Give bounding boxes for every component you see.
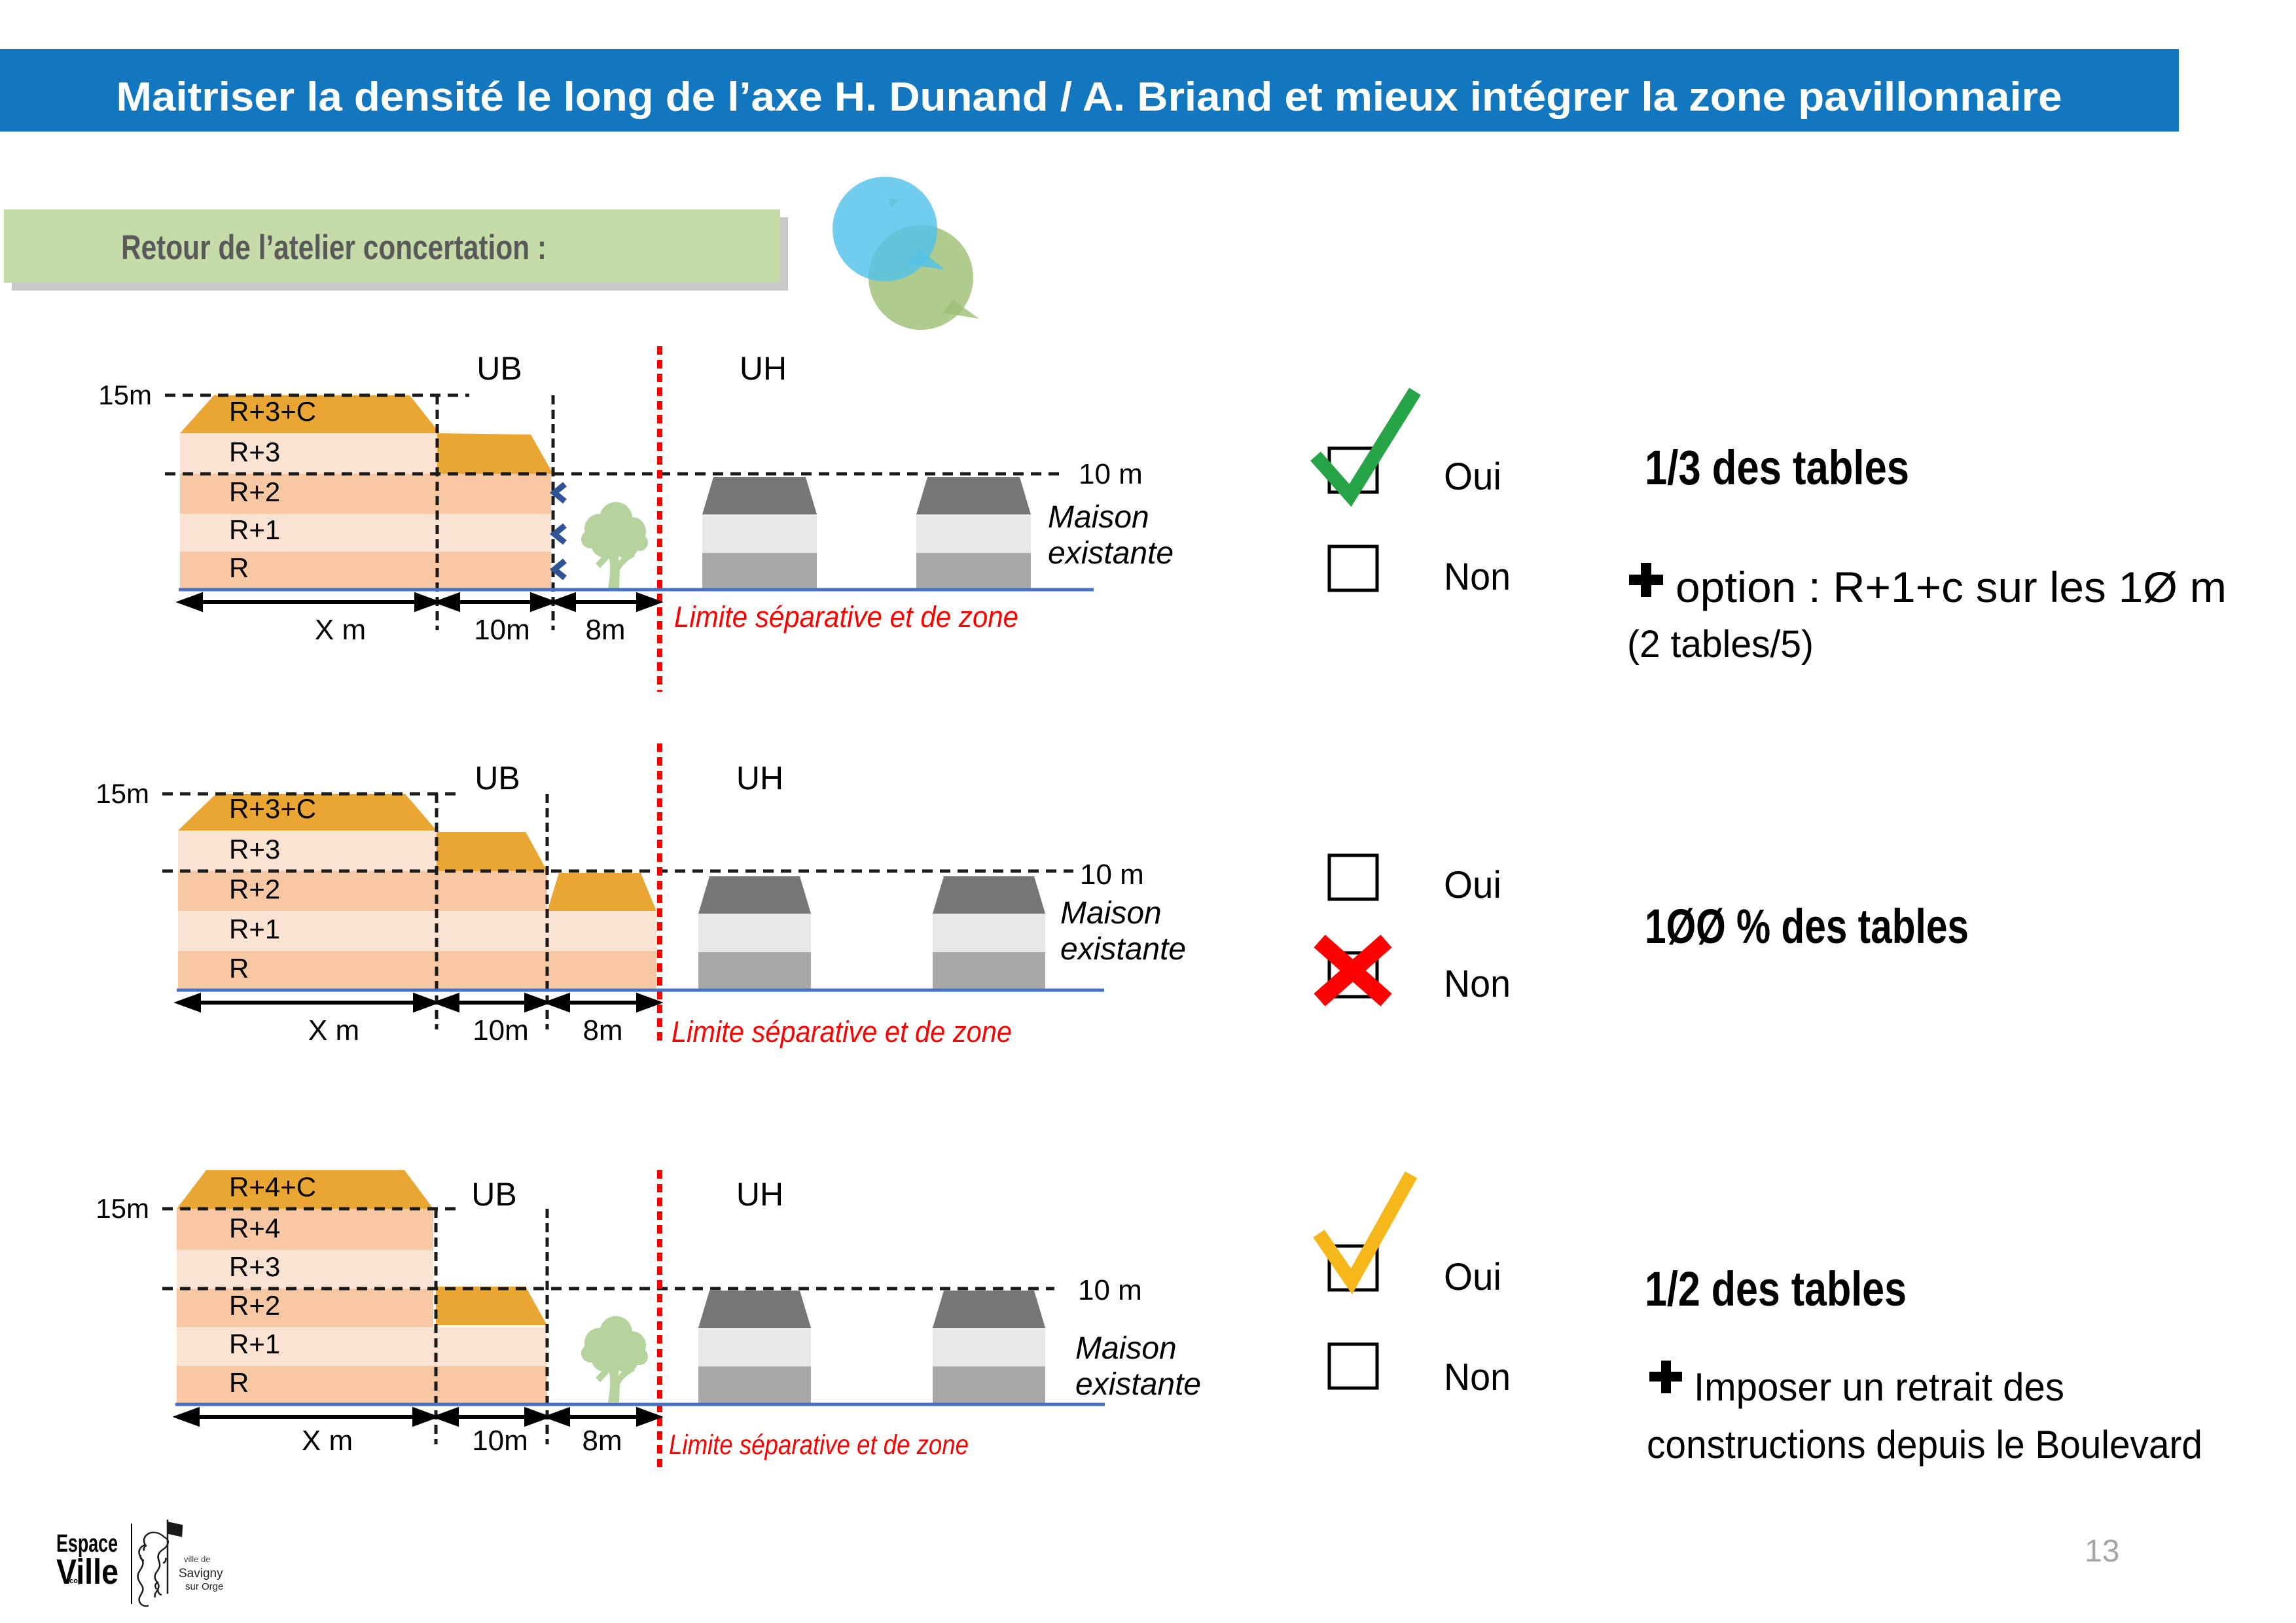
svg-text:Ville: Ville [56, 1552, 118, 1592]
svg-text:R+3: R+3 [229, 437, 280, 467]
svg-text:10 m: 10 m [1078, 1274, 1142, 1306]
svg-text:1/3 des tables: 1/3 des tables [1645, 440, 1909, 495]
svg-text:Retour de l’atelier concertati: Retour de l’atelier concertation : [121, 228, 547, 267]
svg-text:13: 13 [2085, 1534, 2119, 1569]
svg-text:10 m: 10 m [1080, 859, 1144, 891]
svg-text:Maison: Maison [1060, 896, 1162, 931]
svg-text:Savigny: Savigny [179, 1567, 223, 1580]
svg-text:R+2: R+2 [229, 1290, 280, 1321]
svg-text:8m: 8m [585, 614, 625, 646]
svg-text:R+2: R+2 [229, 476, 280, 507]
svg-text:UH: UH [736, 1176, 783, 1213]
svg-text:15m: 15m [96, 778, 149, 809]
svg-text:Limite séparative et de zone: Limite séparative et de zone [672, 1015, 1012, 1048]
svg-text:R+3+C: R+3+C [229, 793, 316, 824]
svg-text:R: R [229, 1367, 249, 1398]
svg-text:R+4+C: R+4+C [229, 1171, 316, 1202]
svg-text:Limite séparative et de zone: Limite séparative et de zone [674, 600, 1018, 633]
svg-text:Non: Non [1444, 963, 1511, 1005]
svg-text:8m: 8m [582, 1425, 622, 1457]
svg-text:X m: X m [315, 614, 366, 646]
svg-text:existante: existante [1060, 932, 1186, 967]
svg-text:Maison: Maison [1075, 1331, 1177, 1366]
svg-text:R+3: R+3 [229, 1251, 280, 1282]
svg-text:Oui: Oui [1444, 1256, 1501, 1298]
svg-text:UB: UB [476, 350, 522, 387]
svg-text:1/2 des tables: 1/2 des tables [1645, 1262, 1907, 1316]
svg-text:R+1: R+1 [229, 914, 280, 944]
svg-text:R+4: R+4 [229, 1213, 280, 1243]
svg-text:Oui: Oui [1444, 864, 1501, 906]
svg-text:1ØØ % des tables: 1ØØ % des tables [1645, 899, 1969, 954]
svg-text:10 m: 10 m [1079, 458, 1143, 490]
svg-text:10m: 10m [474, 614, 530, 646]
svg-text:10m: 10m [472, 1425, 528, 1457]
svg-text:R: R [229, 552, 249, 583]
svg-text:constructions depuis le Boulev: constructions depuis le Boulevard [1647, 1423, 2202, 1467]
svg-text:ville de: ville de [184, 1554, 210, 1564]
svg-text:existante: existante [1048, 536, 1174, 571]
svg-text:(2 tables/5): (2 tables/5) [1627, 623, 1814, 666]
svg-text:R+3+C: R+3+C [229, 396, 316, 427]
svg-text:Imposer un retrait des: Imposer un retrait des [1694, 1365, 2064, 1409]
svg-text:8m: 8m [583, 1014, 622, 1046]
svg-text:Oui: Oui [1444, 455, 1501, 498]
svg-text:scop: scop [65, 1577, 82, 1585]
svg-text:10m: 10m [473, 1014, 529, 1046]
svg-text:R+1: R+1 [229, 514, 280, 545]
svg-text:R+1: R+1 [229, 1329, 280, 1359]
svg-text:Limite séparative et de zone: Limite séparative et de zone [669, 1429, 969, 1461]
svg-text:15m: 15m [98, 380, 152, 410]
svg-text:Maison: Maison [1048, 500, 1149, 535]
svg-text:UB: UB [471, 1176, 516, 1213]
svg-text:R: R [229, 953, 249, 984]
svg-text:Non: Non [1444, 556, 1511, 598]
svg-text:R+2: R+2 [229, 874, 280, 904]
svg-text:R+3: R+3 [229, 834, 280, 865]
svg-text:sur Orge: sur Orge [185, 1581, 223, 1592]
svg-text:existante: existante [1075, 1367, 1201, 1402]
svg-text:Espace: Espace [56, 1530, 118, 1558]
svg-text:UH: UH [736, 760, 783, 796]
svg-text:Non: Non [1444, 1356, 1511, 1399]
svg-text:X m: X m [308, 1014, 359, 1046]
svg-text:option : R+1+c sur les 1Ø m: option : R+1+c sur les 1Ø m [1676, 563, 2227, 611]
svg-text:UH: UH [740, 350, 787, 387]
svg-text:UB: UB [475, 760, 520, 796]
svg-text:15m: 15m [96, 1193, 149, 1224]
svg-text:X m: X m [302, 1425, 353, 1457]
svg-text:Maitriser la densité le long d: Maitriser la densité le long de l’axe H.… [117, 75, 2062, 120]
